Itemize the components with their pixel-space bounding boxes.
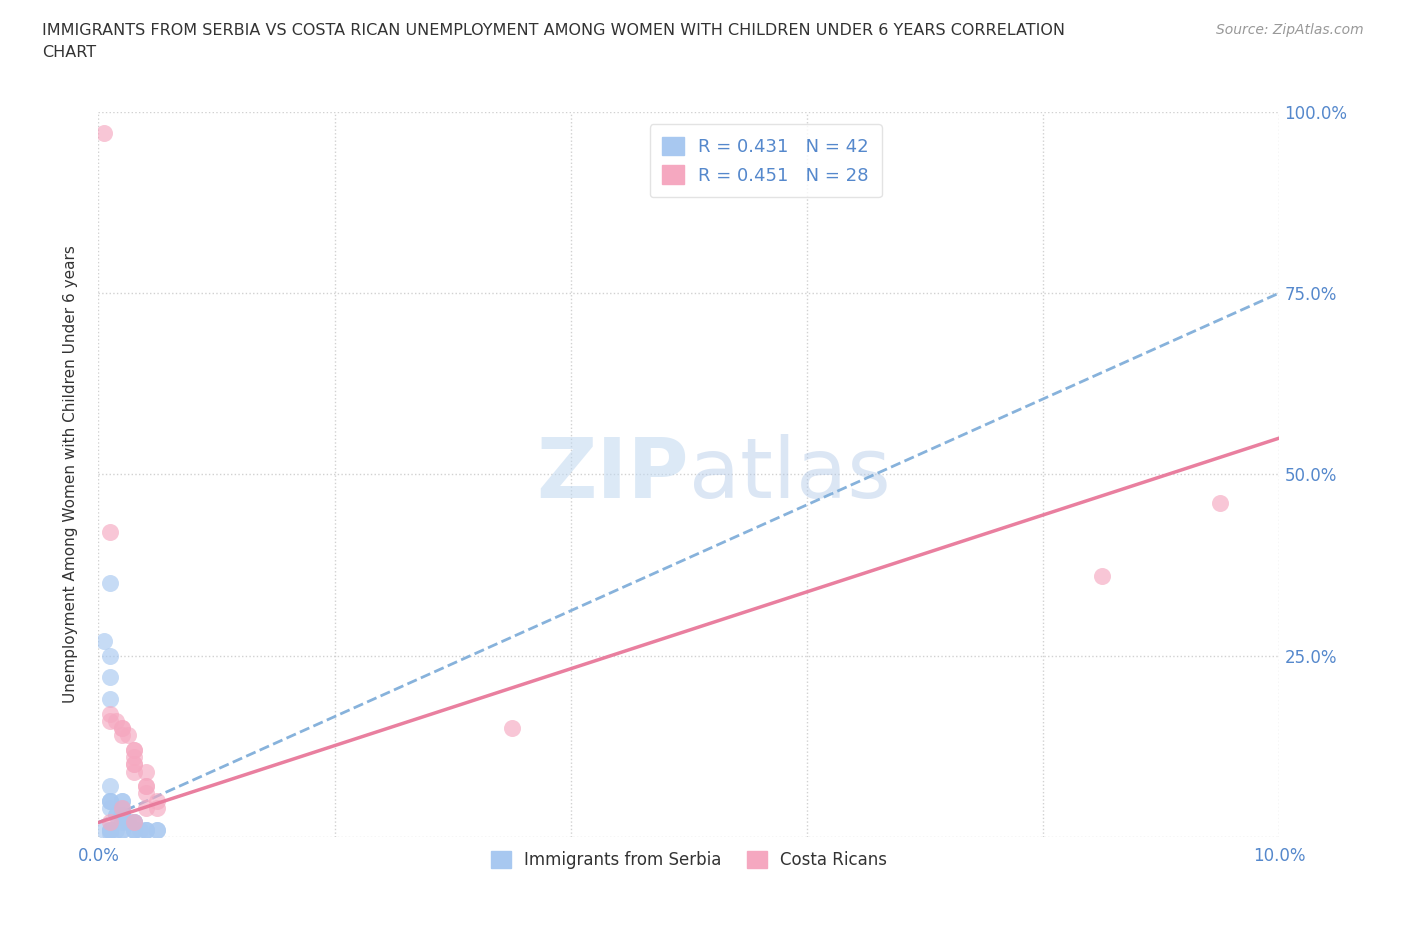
Legend: Immigrants from Serbia, Costa Ricans: Immigrants from Serbia, Costa Ricans — [481, 842, 897, 880]
Point — [98, 822, 121, 837]
Point — [93, 822, 115, 837]
Point — [146, 822, 169, 837]
Point — [98, 801, 121, 816]
Text: CHART: CHART — [42, 45, 96, 60]
Point — [111, 793, 134, 808]
Point — [98, 713, 121, 728]
Point — [105, 808, 128, 823]
Point — [122, 742, 145, 757]
Point — [98, 576, 121, 591]
Point — [117, 728, 139, 743]
Text: Source: ZipAtlas.com: Source: ZipAtlas.com — [1216, 23, 1364, 37]
Point — [135, 786, 157, 801]
Point — [122, 822, 145, 837]
Point — [122, 822, 145, 837]
Point — [98, 525, 121, 539]
Point — [122, 815, 145, 830]
Point — [98, 706, 121, 721]
Point — [1091, 568, 1114, 583]
Point — [111, 721, 134, 736]
Point — [122, 815, 145, 830]
Point — [98, 822, 121, 837]
Point — [111, 728, 134, 743]
Point — [93, 633, 115, 648]
Point — [135, 778, 157, 793]
Point — [105, 713, 128, 728]
Text: atlas: atlas — [689, 433, 890, 515]
Point — [135, 764, 157, 779]
Point — [122, 757, 145, 772]
Point — [111, 815, 134, 830]
Point — [111, 808, 134, 823]
Point — [98, 778, 121, 793]
Point — [122, 750, 145, 764]
Point — [122, 742, 145, 757]
Point — [117, 815, 139, 830]
Point — [111, 801, 134, 816]
Point — [135, 822, 157, 837]
Point — [135, 822, 157, 837]
Point — [111, 808, 134, 823]
Point — [146, 801, 169, 816]
Point — [135, 778, 157, 793]
Point — [98, 692, 121, 707]
Point — [93, 126, 115, 140]
Point — [98, 670, 121, 684]
Y-axis label: Unemployment Among Women with Children Under 6 years: Unemployment Among Women with Children U… — [63, 246, 77, 703]
Text: ZIP: ZIP — [537, 433, 689, 515]
Point — [105, 822, 128, 837]
Point — [98, 648, 121, 663]
Point — [122, 815, 145, 830]
Point — [111, 793, 134, 808]
Point — [111, 808, 134, 823]
Point — [128, 822, 150, 837]
Point — [111, 808, 134, 823]
Point — [1209, 496, 1232, 511]
Point — [135, 822, 157, 837]
Point — [122, 764, 145, 779]
Point — [98, 793, 121, 808]
Point — [122, 815, 145, 830]
Point — [111, 822, 134, 837]
Point — [117, 815, 139, 830]
Point — [135, 801, 157, 816]
Point — [501, 721, 523, 736]
Point — [146, 793, 169, 808]
Point — [111, 822, 134, 837]
Point — [98, 793, 121, 808]
Point — [146, 822, 169, 837]
Point — [122, 757, 145, 772]
Point — [98, 826, 121, 841]
Point — [98, 793, 121, 808]
Point — [105, 808, 128, 823]
Point — [122, 822, 145, 837]
Point — [111, 721, 134, 736]
Point — [98, 822, 121, 837]
Point — [98, 815, 121, 830]
Point — [111, 801, 134, 816]
Text: IMMIGRANTS FROM SERBIA VS COSTA RICAN UNEMPLOYMENT AMONG WOMEN WITH CHILDREN UND: IMMIGRANTS FROM SERBIA VS COSTA RICAN UN… — [42, 23, 1066, 38]
